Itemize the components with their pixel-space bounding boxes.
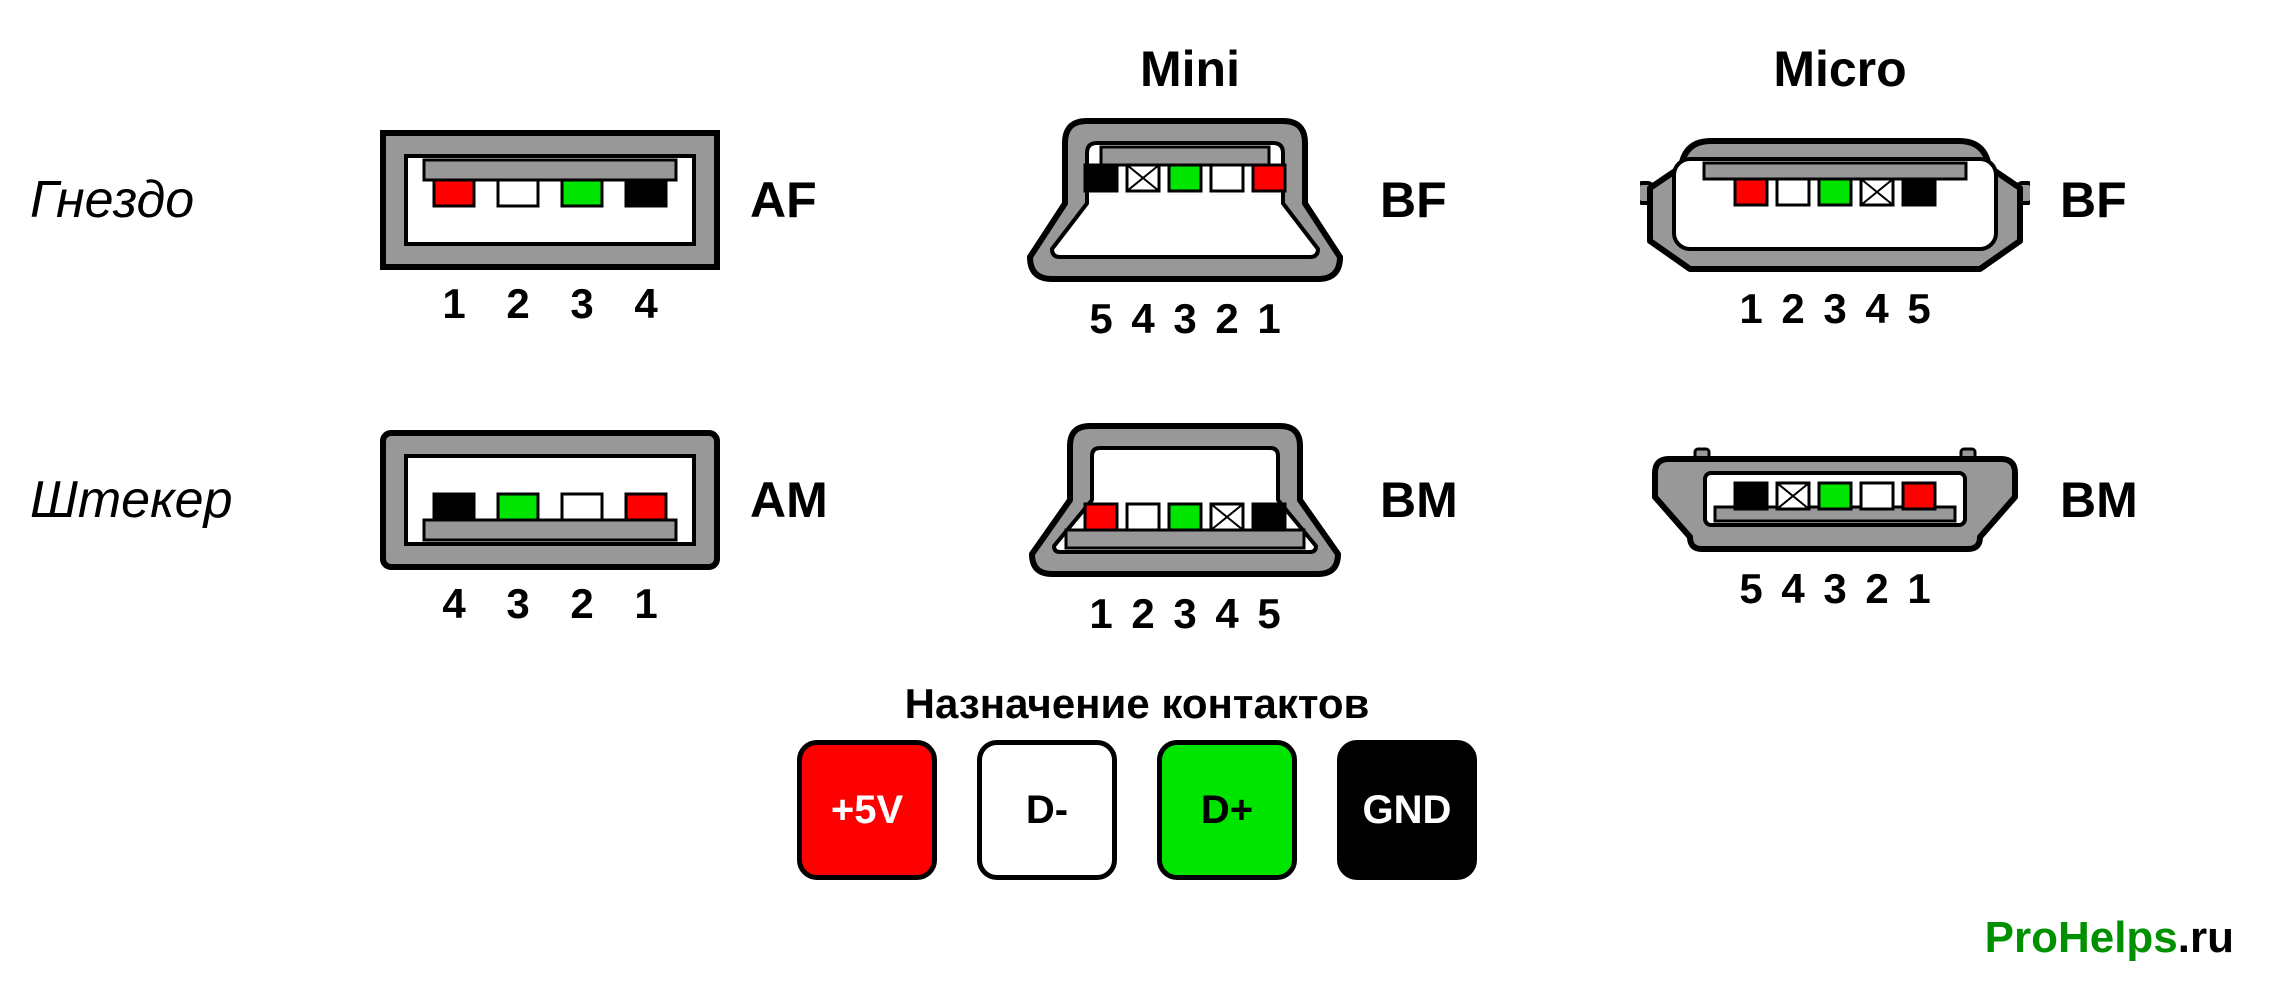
pinlabel-bm-micro-2: 3 xyxy=(1823,565,1846,613)
code-bm-micro: BM xyxy=(2060,471,2138,529)
pinlabel-bf-mini-1: 4 xyxy=(1131,295,1154,343)
pinlabel-bf-mini-2: 3 xyxy=(1173,295,1196,343)
pinlabel-am-1: 3 xyxy=(506,580,529,628)
connector-mini-bf xyxy=(1020,115,1350,285)
connector-am xyxy=(380,430,720,570)
pinlabel-am-3: 1 xyxy=(634,580,657,628)
row-header-socket: Гнездо xyxy=(30,170,194,230)
pinlabel-bm-mini-3: 4 xyxy=(1215,590,1238,638)
code-bf-micro: BF xyxy=(2060,171,2127,229)
legend-item-dminus: D- xyxy=(977,740,1117,880)
pinlabel-am-2: 2 xyxy=(570,580,593,628)
diagram-stage: MiniMicroГнездоШтекерAF1234BF54321BF1234… xyxy=(0,0,2274,988)
pinlabel-bf-mini-4: 1 xyxy=(1257,295,1280,343)
pinlabel-bf-micro-3: 4 xyxy=(1865,285,1888,333)
connector-micro-bm xyxy=(1640,445,2030,555)
legend-item-plus5v: +5V xyxy=(797,740,937,880)
legend-item-dplus: D+ xyxy=(1157,740,1297,880)
code-am: AM xyxy=(750,471,828,529)
connector-af xyxy=(380,130,720,270)
pinlabel-bm-micro-0: 5 xyxy=(1739,565,1762,613)
connector-mini-bm xyxy=(1020,420,1350,580)
col-header-mini: Mini xyxy=(1140,40,1240,98)
pinlabel-bf-mini-0: 5 xyxy=(1089,295,1112,343)
pinlabel-bf-micro-4: 5 xyxy=(1907,285,1930,333)
pinlabel-af-2: 3 xyxy=(570,280,593,328)
pinlabel-am-0: 4 xyxy=(442,580,465,628)
watermark: ProHelps.ru xyxy=(1985,913,2234,963)
col-header-micro: Micro xyxy=(1773,40,1906,98)
code-bf-mini: BF xyxy=(1380,171,1447,229)
code-bm-mini: BM xyxy=(1380,471,1458,529)
pinlabel-bm-mini-2: 3 xyxy=(1173,590,1196,638)
pinlabel-af-3: 4 xyxy=(634,280,657,328)
pinlabel-af-0: 1 xyxy=(442,280,465,328)
pinlabel-bm-micro-1: 4 xyxy=(1781,565,1804,613)
legend-item-gnd: GND xyxy=(1337,740,1477,880)
pinlabel-bm-mini-1: 2 xyxy=(1131,590,1154,638)
pinlabel-bf-micro-0: 1 xyxy=(1739,285,1762,333)
pinlabel-bf-micro-1: 2 xyxy=(1781,285,1804,333)
pinlabel-bf-mini-3: 2 xyxy=(1215,295,1238,343)
legend-title: Назначение контактов xyxy=(905,680,1370,728)
pinlabel-bm-mini-0: 1 xyxy=(1089,590,1112,638)
code-af: AF xyxy=(750,171,817,229)
pinlabel-bm-mini-4: 5 xyxy=(1257,590,1280,638)
pinlabel-bm-micro-3: 2 xyxy=(1865,565,1888,613)
pinlabel-bf-micro-2: 3 xyxy=(1823,285,1846,333)
connector-micro-bf xyxy=(1640,125,2030,275)
pinlabel-af-1: 2 xyxy=(506,280,529,328)
row-header-plug: Штекер xyxy=(30,470,233,530)
pinlabel-bm-micro-4: 1 xyxy=(1907,565,1930,613)
